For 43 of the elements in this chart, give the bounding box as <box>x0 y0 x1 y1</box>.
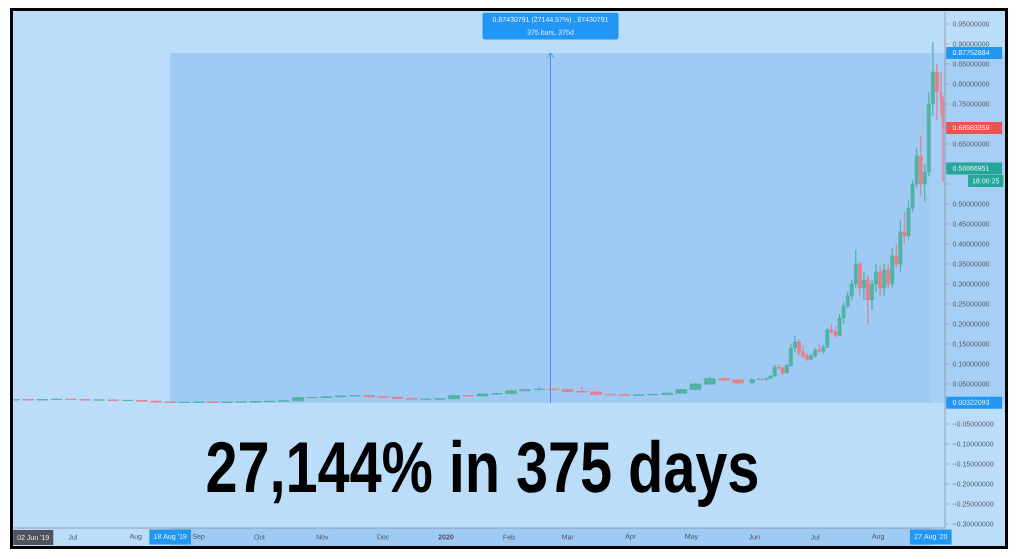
candlestick <box>377 395 389 398</box>
candlestick <box>618 393 631 397</box>
candlestick <box>434 397 446 400</box>
candlestick <box>292 396 304 402</box>
candlestick <box>306 396 318 399</box>
candlestick <box>206 401 219 404</box>
candlestick <box>505 389 517 394</box>
candlestick <box>576 386 588 393</box>
candlestick <box>675 388 688 394</box>
candlestick <box>561 388 574 393</box>
candlestick <box>732 378 744 385</box>
candlestick <box>547 387 560 391</box>
candlestick <box>334 395 347 398</box>
text: 27,144% in 375 days <box>207 439 758 507</box>
candlestick <box>590 391 602 396</box>
candlestick <box>348 394 361 397</box>
candlestick <box>519 388 531 392</box>
candlestick <box>405 397 418 400</box>
candlestick <box>718 377 730 382</box>
candlestick <box>661 391 673 396</box>
candlestick <box>476 393 489 397</box>
candlestick <box>533 386 546 391</box>
candlestick <box>703 376 716 386</box>
candlestick <box>363 394 375 398</box>
candlestick <box>221 401 233 404</box>
candlestick <box>490 392 503 395</box>
candlestick <box>121 399 134 402</box>
candlestick <box>164 401 176 404</box>
candlestick <box>192 401 205 404</box>
candlestick <box>178 401 191 404</box>
candlestick <box>632 393 645 396</box>
candlestick <box>135 399 148 402</box>
candlestick <box>249 400 262 403</box>
candlestick <box>150 400 162 403</box>
candlestick <box>36 398 49 401</box>
candlestick <box>448 394 460 400</box>
candlestick <box>462 394 475 398</box>
candlestick <box>320 395 333 399</box>
candlestick <box>419 397 432 400</box>
candlestick <box>277 399 290 402</box>
candlestick <box>22 398 34 401</box>
candlestick <box>689 382 702 391</box>
candlestick <box>391 396 404 400</box>
